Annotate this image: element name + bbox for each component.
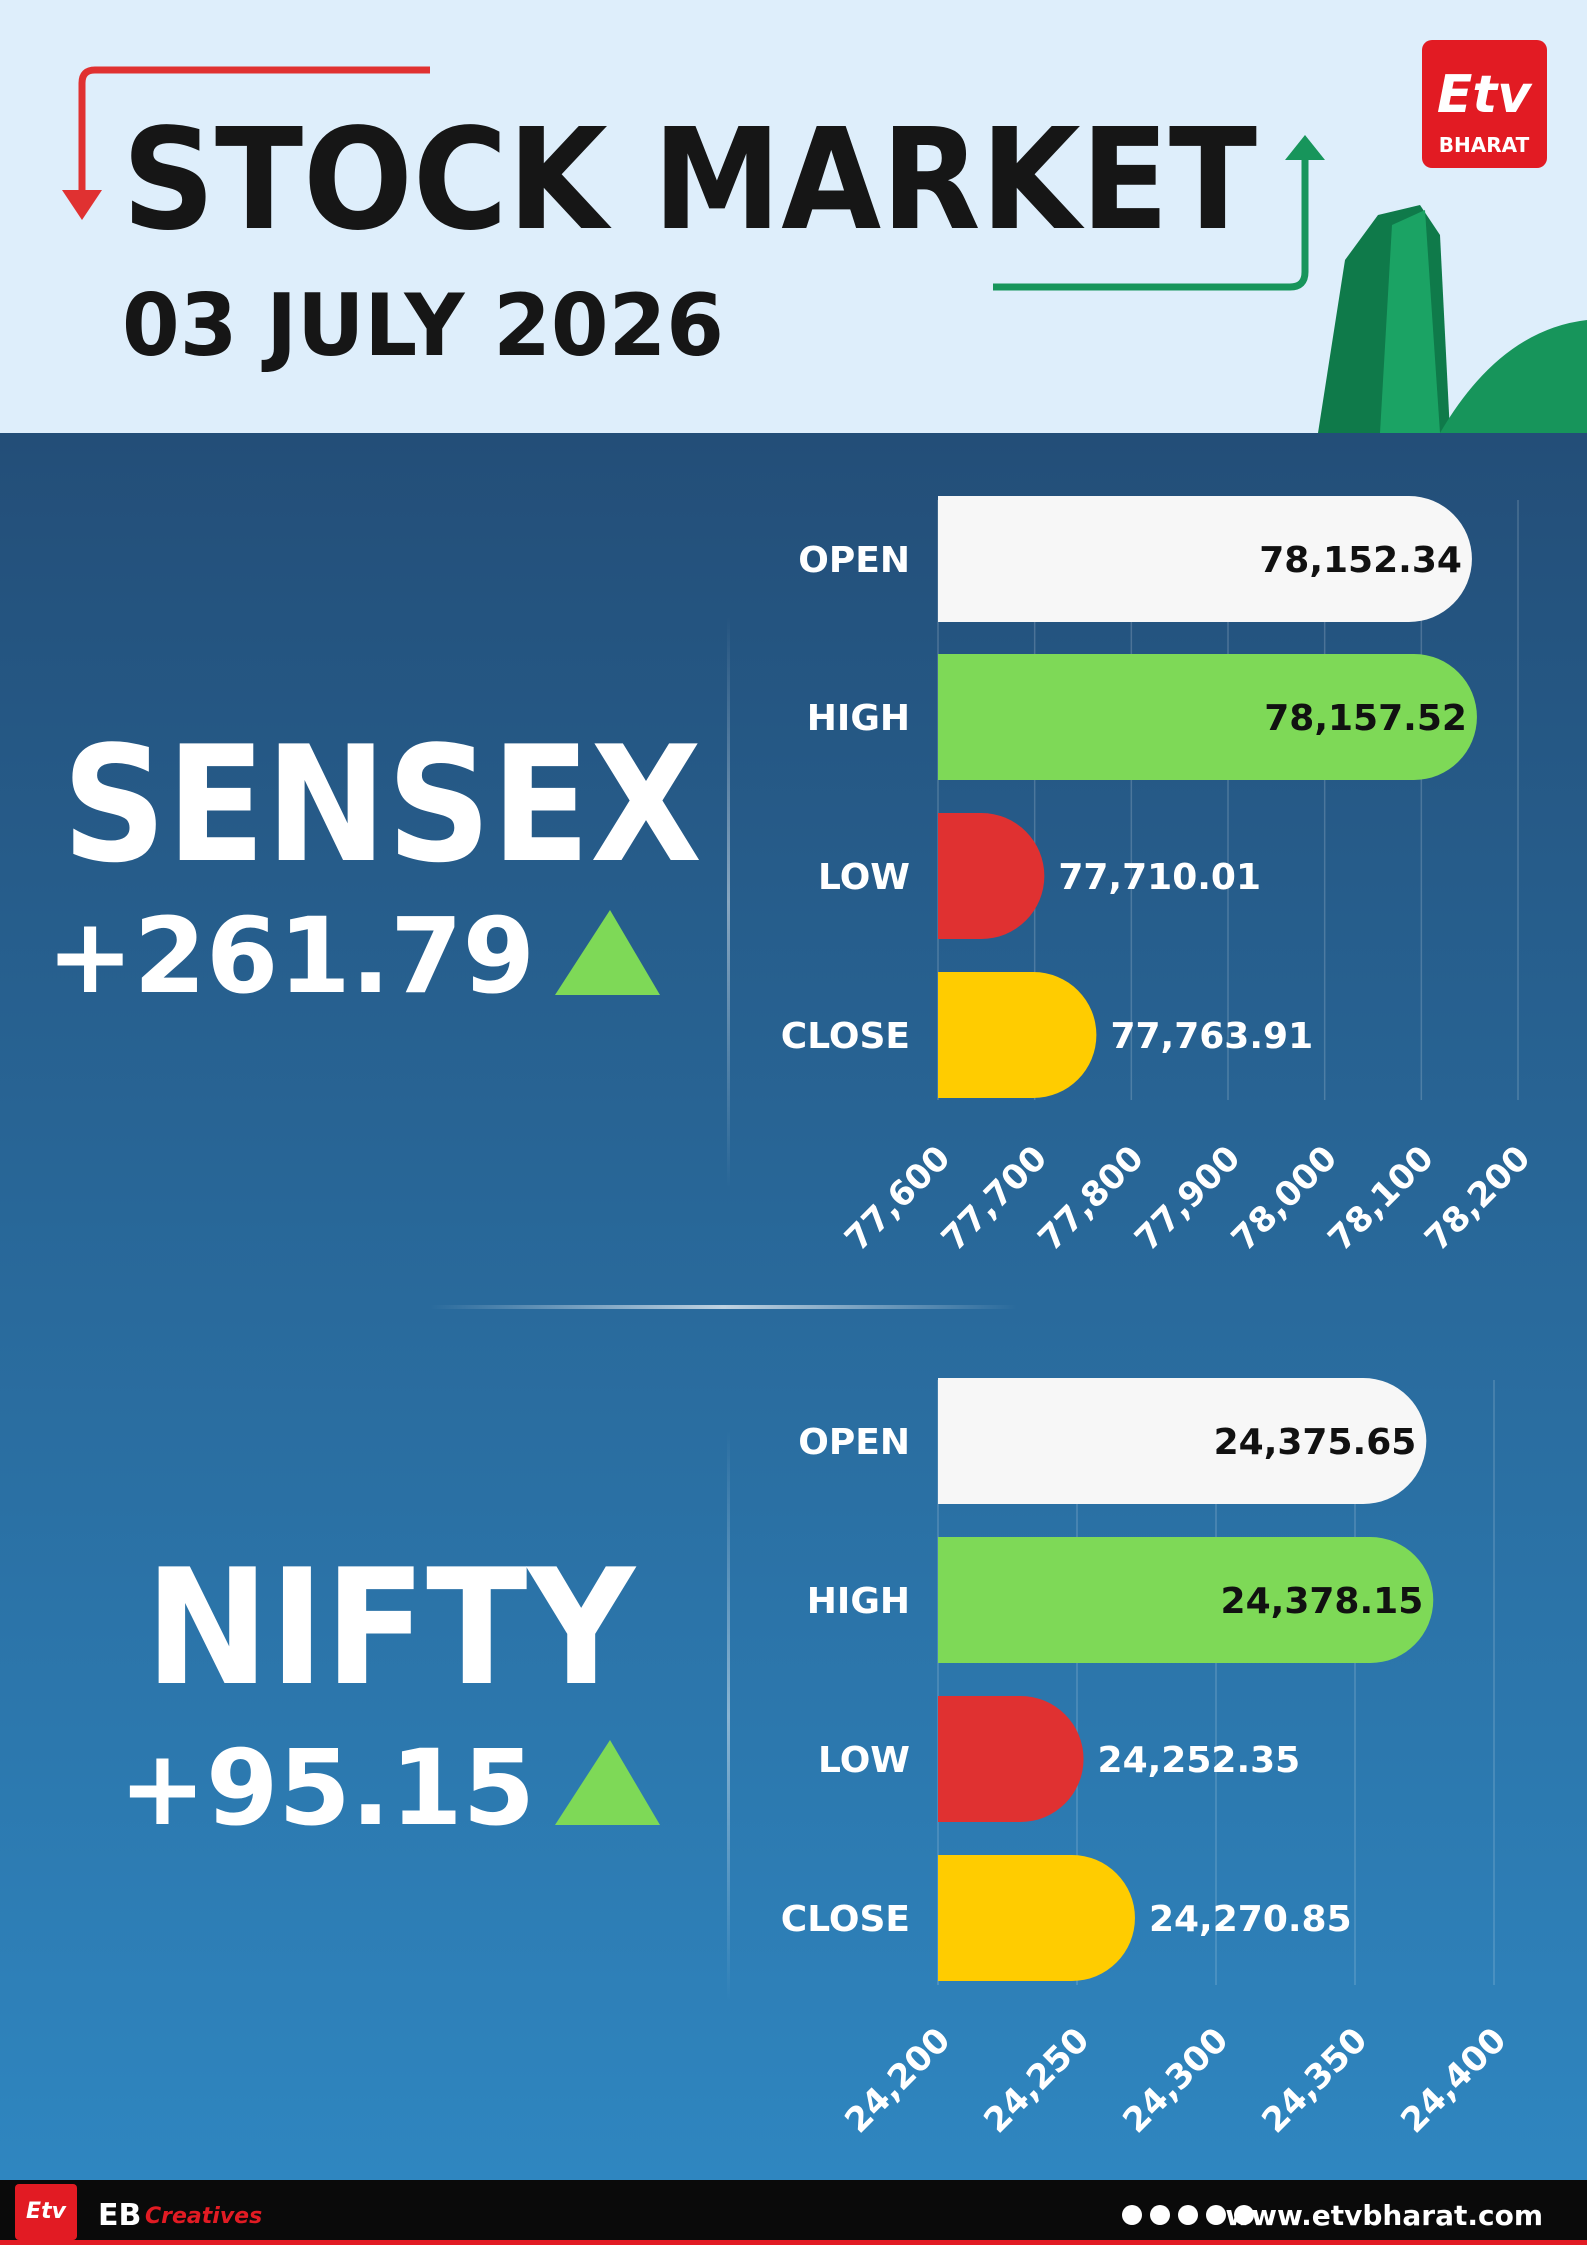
- category-label: LOW: [818, 1740, 910, 1781]
- category-label: HIGH: [807, 698, 910, 739]
- value-label: 24,378.15: [1221, 1581, 1424, 1622]
- category-label: LOW: [818, 857, 910, 898]
- value-label: 24,252.35: [1098, 1740, 1301, 1781]
- bar: [938, 1855, 1135, 1981]
- bar: [938, 972, 1097, 1098]
- category-label: CLOSE: [781, 1899, 910, 1940]
- footer-url: www.etvbharat.com: [1225, 2199, 1543, 2232]
- index-change: +261.79: [47, 895, 535, 1017]
- up-triangle: [555, 910, 660, 995]
- divider: [727, 1430, 730, 2002]
- footer-bg: [0, 2180, 1587, 2245]
- skyline: [1318, 205, 1587, 433]
- footer-stripe: [0, 2240, 1587, 2245]
- bar: [938, 654, 1477, 780]
- index-change: +95.15: [119, 1727, 535, 1849]
- bar: [938, 813, 1045, 939]
- up-arrow-head: [1285, 135, 1325, 160]
- index-name: NIFTY: [145, 1534, 637, 1721]
- footer-logo-mark: Etv: [26, 2199, 67, 2224]
- logo: [1422, 40, 1547, 168]
- separator: [430, 1305, 1017, 1309]
- footer-brand: EB: [98, 2198, 141, 2233]
- up-arrow: [993, 150, 1309, 291]
- value-label: 77,710.01: [1058, 857, 1261, 898]
- category-label: HIGH: [807, 1581, 910, 1622]
- date: 03 JULY 2026: [122, 276, 724, 376]
- category-label: CLOSE: [781, 1016, 910, 1057]
- index-name: SENSEX: [62, 711, 702, 898]
- title: STOCK MARKET: [122, 99, 1257, 262]
- value-label: 24,375.65: [1214, 1422, 1417, 1463]
- value-label: 78,152.34: [1259, 540, 1462, 581]
- bar: [938, 1696, 1084, 1822]
- bar: [938, 496, 1472, 622]
- footer-logo: [15, 2184, 77, 2240]
- category-label: OPEN: [798, 540, 910, 581]
- social-icons: [1122, 2205, 1254, 2225]
- up-triangle: [555, 1740, 660, 1825]
- down-arrow: [78, 66, 430, 205]
- bar: [938, 1378, 1427, 1504]
- divider: [727, 616, 730, 1188]
- logo-text: BHARAT: [1439, 133, 1530, 157]
- value-label: 78,157.52: [1264, 698, 1467, 739]
- logo-mark: Etv: [1437, 65, 1533, 125]
- down-arrow-head: [62, 190, 102, 220]
- value-label: 24,270.85: [1149, 1899, 1352, 1940]
- value-label: 77,763.91: [1110, 1016, 1313, 1057]
- footer-brand-suffix: Creatives: [145, 2204, 262, 2229]
- bar: [938, 1537, 1434, 1663]
- category-label: OPEN: [798, 1422, 910, 1463]
